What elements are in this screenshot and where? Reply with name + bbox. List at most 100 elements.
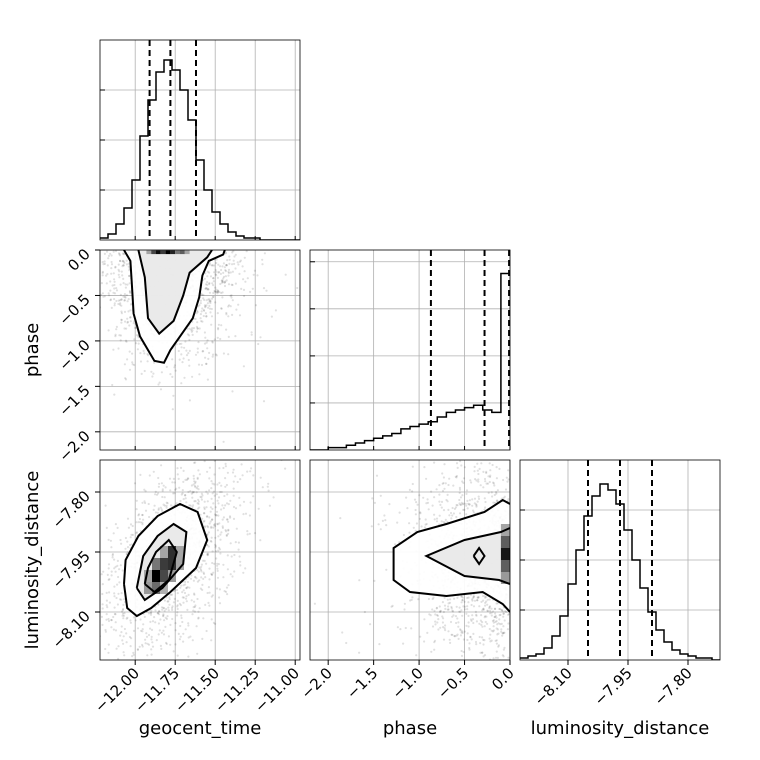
scatter-point xyxy=(150,653,153,656)
scatter-point xyxy=(184,597,188,600)
scatter-point xyxy=(160,482,163,485)
scatter-point xyxy=(176,605,179,608)
scatter-point xyxy=(238,272,241,275)
scatter-point xyxy=(81,696,83,698)
scatter-point xyxy=(214,353,218,356)
scatter-point xyxy=(460,503,463,506)
scatter-point xyxy=(165,365,168,368)
scatter-point xyxy=(259,336,262,339)
scatter-point xyxy=(455,503,458,507)
contour-line xyxy=(135,522,188,602)
scatter-point xyxy=(196,580,199,583)
scatter-point xyxy=(181,361,184,364)
contour-line xyxy=(123,502,209,618)
scatter-point xyxy=(101,292,104,295)
scatter-point xyxy=(123,627,126,631)
scatter-point xyxy=(460,654,464,658)
scatter-point xyxy=(443,521,446,524)
scatter-point xyxy=(227,268,231,271)
density-cell xyxy=(152,582,160,594)
scatter-point xyxy=(206,492,209,495)
scatter-point xyxy=(480,702,482,704)
scatter-point xyxy=(502,662,504,664)
scatter-point xyxy=(454,506,458,509)
scatter-point xyxy=(475,504,478,507)
scatter-point xyxy=(212,277,215,280)
scatter-point xyxy=(171,608,174,612)
scatter-point xyxy=(190,599,193,602)
scatter-point xyxy=(160,631,163,634)
scatter-point xyxy=(481,621,484,624)
scatter-point xyxy=(402,642,405,645)
scatter-point xyxy=(121,609,124,612)
joint-panel-geocent_time-vs-luminosity_distance xyxy=(81,404,301,698)
scatter-point xyxy=(457,391,459,393)
scatter-point xyxy=(470,619,473,623)
scatter-point xyxy=(205,362,208,365)
scatter-point xyxy=(224,465,227,468)
scatter-point xyxy=(475,613,478,616)
scatter-point xyxy=(450,607,453,610)
scatter-point xyxy=(81,334,83,336)
scatter-point xyxy=(492,621,495,624)
scatter-point xyxy=(126,321,129,324)
scatter-point xyxy=(464,605,467,608)
scatter-point xyxy=(118,276,121,279)
scatter-point xyxy=(122,651,125,654)
scatter-point xyxy=(223,266,226,269)
scatter-point xyxy=(219,282,222,286)
scatter-point xyxy=(124,547,127,550)
scatter-point xyxy=(457,625,460,628)
scatter-point xyxy=(232,404,234,406)
scatter-point xyxy=(212,526,215,529)
scatter-point xyxy=(230,294,233,297)
scatter-point xyxy=(100,615,103,619)
scatter-point xyxy=(129,309,132,312)
scatter-point xyxy=(485,470,488,473)
scatter-point xyxy=(196,652,199,655)
scatter-point xyxy=(435,517,439,520)
scatter-point xyxy=(180,342,183,345)
scatter-point xyxy=(208,271,211,274)
scatter-point xyxy=(253,532,257,535)
scatter-point xyxy=(449,440,451,442)
scatter-point xyxy=(405,496,408,499)
scatter-point xyxy=(231,390,234,393)
scatter-point xyxy=(202,308,205,311)
scatter-point xyxy=(484,506,487,509)
scatter-point xyxy=(484,604,487,607)
scatter-point xyxy=(244,512,248,515)
scatter-point xyxy=(227,584,230,587)
scatter-point xyxy=(481,609,484,612)
scatter-point xyxy=(216,522,219,526)
scatter-point xyxy=(185,587,188,590)
scatter-point xyxy=(490,614,493,617)
scatter-point xyxy=(215,270,218,273)
scatter-point xyxy=(101,603,104,606)
scatter-point xyxy=(218,290,221,294)
scatter-point xyxy=(224,280,227,283)
scatter-point xyxy=(124,320,127,323)
scatter-point xyxy=(411,490,414,493)
scatter-point xyxy=(133,482,137,485)
scatter-point xyxy=(178,638,181,641)
scatter-point xyxy=(241,265,244,268)
scatter-point xyxy=(419,635,422,638)
scatter-point xyxy=(259,476,262,479)
scatter-point xyxy=(119,259,122,262)
scatter-point xyxy=(492,625,495,628)
scatter-point xyxy=(138,645,141,648)
histogram-step-geocent_time xyxy=(100,59,300,240)
scatter-point xyxy=(506,480,509,483)
scatter-point xyxy=(502,655,505,658)
scatter-point xyxy=(232,517,236,521)
scatter-point xyxy=(134,619,137,622)
scatter-point xyxy=(493,452,495,454)
scatter-point xyxy=(157,508,160,511)
scatter-point xyxy=(150,635,153,639)
scatter-point xyxy=(229,516,232,519)
scatter-point xyxy=(206,533,209,536)
scatter-point xyxy=(463,600,466,603)
scatter-point xyxy=(488,598,491,601)
scatter-point xyxy=(502,496,505,500)
